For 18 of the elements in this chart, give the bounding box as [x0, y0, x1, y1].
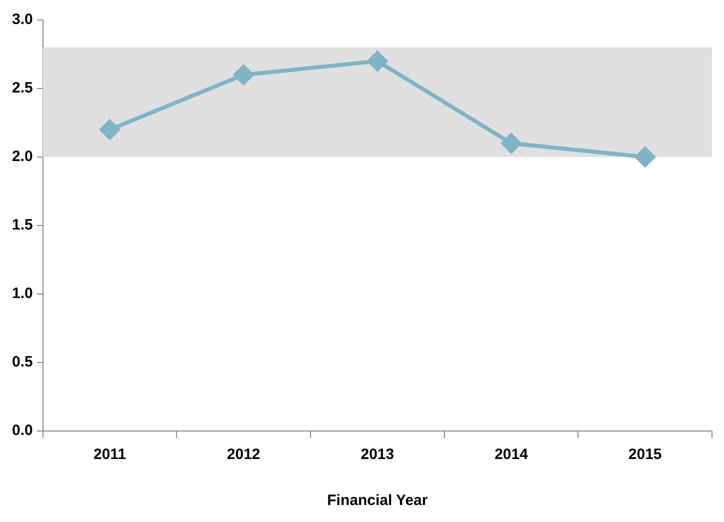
x-tick-label: 2015: [628, 446, 662, 464]
point: [234, 64, 254, 85]
y-tick-label: 0.5: [12, 354, 33, 371]
point: [367, 51, 388, 72]
x-tick-label: 2014: [494, 446, 529, 464]
point: [100, 120, 120, 140]
x-tick-label: 2012: [226, 446, 260, 464]
x-axis-title: Financial Year: [327, 492, 428, 510]
y-tick-label: 1.0: [12, 285, 33, 302]
y-tick-label: 3.0: [12, 11, 33, 28]
y-tick-label: 2.0: [12, 148, 33, 166]
x-tick-label: 2011: [93, 446, 126, 464]
point: [501, 133, 522, 154]
x-tick-label: 2013: [360, 446, 394, 464]
y-tick-label: 1.5: [12, 216, 33, 234]
y-tick-label: 0.0: [12, 422, 33, 440]
point: [635, 147, 656, 167]
y-tick-label: 2.5: [12, 80, 33, 97]
